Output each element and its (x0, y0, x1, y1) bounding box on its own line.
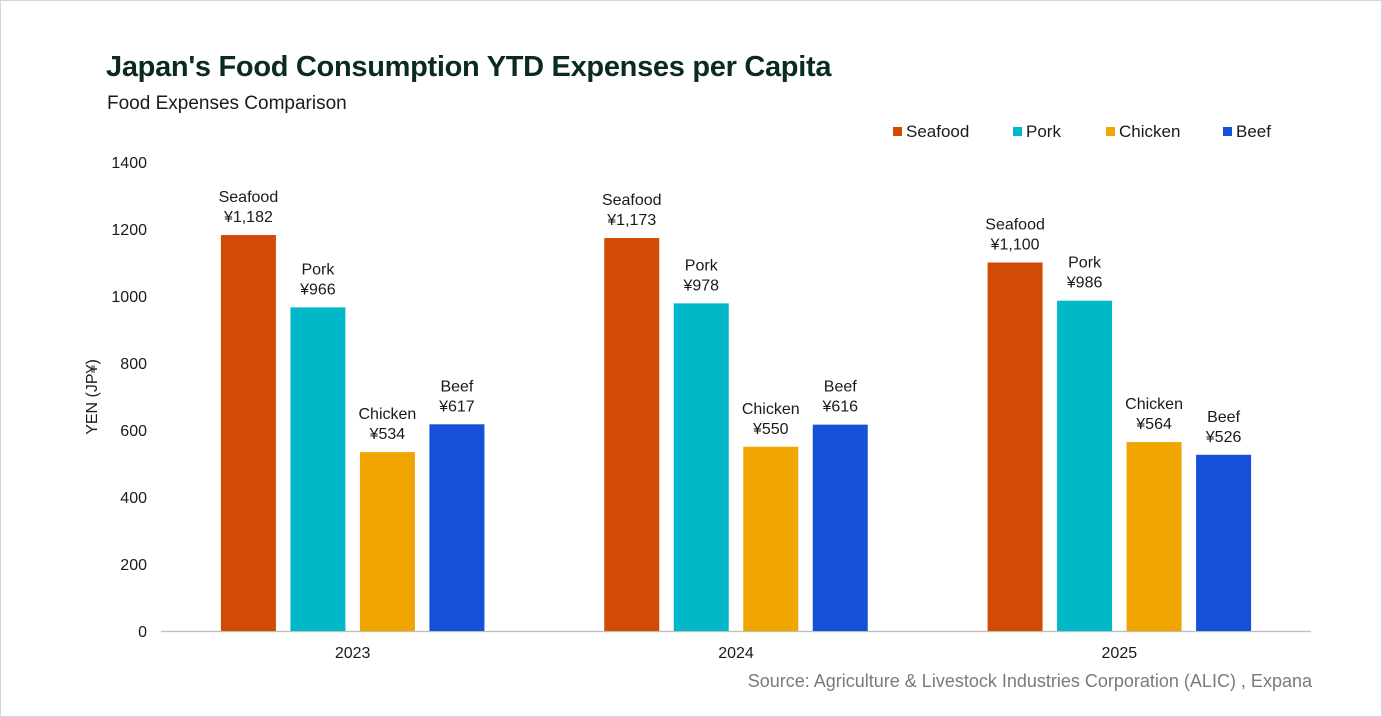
data-label-value: ¥564 (1135, 416, 1172, 433)
x-tick-label: 2024 (718, 645, 754, 662)
data-label-value: ¥1,182 (223, 209, 273, 226)
data-label-series: Chicken (742, 401, 800, 418)
data-label-value: ¥534 (369, 426, 406, 443)
chart-subtitle: Food Expenses Comparison (107, 93, 347, 114)
y-axis: 0 200 400 600 800 1000 1200 1400 YEN (JP¥) (84, 155, 1311, 641)
data-label-series: Pork (301, 261, 335, 278)
bar-chicken-2024 (743, 446, 799, 631)
data-label-series: Beef (440, 378, 473, 395)
data-label-value: ¥1,173 (606, 212, 656, 229)
data-label-series: Beef (1207, 409, 1240, 426)
bar-seafood-2025 (987, 262, 1043, 631)
data-label-series: Seafood (602, 192, 662, 209)
x-axis: 2023 2024 2025 (335, 645, 1137, 662)
data-label-series: Seafood (985, 217, 1045, 234)
data-label-series: Chicken (1125, 396, 1183, 413)
bar-chicken-2025 (1126, 442, 1182, 631)
y-tick-label: 1200 (111, 222, 147, 239)
bar-seafood-2024 (604, 238, 660, 632)
y-tick-label: 600 (120, 423, 147, 440)
bar-pork-2025 (1057, 300, 1113, 631)
y-tick-label: 800 (120, 356, 147, 373)
y-axis-title: YEN (JP¥) (84, 359, 101, 435)
y-tick-label: 1400 (111, 155, 147, 172)
data-label-value: ¥978 (682, 277, 719, 294)
legend-label-beef: Beef (1236, 122, 1271, 141)
data-label-value: ¥616 (821, 399, 858, 416)
data-label-series: Pork (1068, 255, 1102, 272)
source-note: Source: Agriculture & Livestock Industri… (747, 671, 1312, 691)
legend: Seafood Pork Chicken Beef (893, 122, 1271, 141)
data-label-series: Chicken (359, 406, 417, 423)
legend-label-chicken: Chicken (1119, 122, 1180, 141)
data-label-series: Beef (824, 379, 857, 396)
data-label-value: ¥986 (1066, 275, 1103, 292)
data-label-value: ¥617 (438, 398, 475, 415)
legend-label-seafood: Seafood (906, 122, 969, 141)
y-tick-label: 0 (138, 624, 147, 641)
data-label-value: ¥966 (299, 281, 336, 298)
y-tick-label: 1000 (111, 289, 147, 306)
legend-swatch-pork (1013, 127, 1022, 136)
legend-swatch-beef (1223, 127, 1232, 136)
data-label-value: ¥1,100 (990, 237, 1040, 254)
bar-seafood-2023 (220, 235, 276, 631)
bar-pork-2023 (290, 307, 346, 631)
data-label-series: Seafood (219, 189, 279, 206)
bar-beef-2024 (812, 424, 868, 631)
bar-beef-2025 (1196, 454, 1252, 631)
chart-title: Japan's Food Consumption YTD Expenses pe… (106, 51, 832, 83)
legend-swatch-chicken (1106, 127, 1115, 136)
bar-pork-2024 (673, 303, 729, 631)
data-labels: Seafood ¥1,182 Pork ¥966 Chicken ¥534 Beef ¥617… (219, 189, 1242, 446)
x-tick-label: 2023 (335, 645, 371, 662)
bars (220, 235, 1252, 632)
bar-beef-2023 (429, 424, 485, 631)
data-label-series: Pork (685, 257, 719, 274)
data-label-value: ¥550 (752, 421, 789, 438)
x-tick-label: 2025 (1102, 645, 1138, 662)
legend-label-pork: Pork (1026, 122, 1061, 141)
bar-chicken-2023 (359, 452, 415, 631)
data-label-value: ¥526 (1205, 429, 1242, 446)
y-tick-label: 400 (120, 490, 147, 507)
y-tick-label: 200 (120, 557, 147, 574)
legend-swatch-seafood (893, 127, 902, 136)
